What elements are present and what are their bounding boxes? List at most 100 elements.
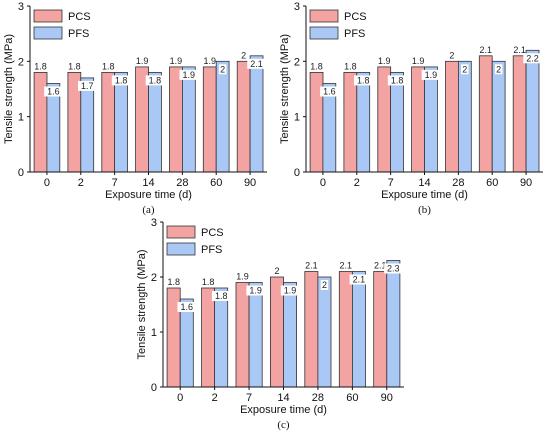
data-label-pcs-0: 1.8 <box>167 277 180 287</box>
bar-pcs-2 <box>201 287 216 388</box>
data-label-pcs-2: 1.8 <box>68 61 81 71</box>
data-label-pfs-28: 2 <box>462 64 467 74</box>
data-label-pcs-90: 2.1 <box>513 45 526 55</box>
legend-label-pcs: PCS <box>68 11 91 23</box>
legend-swatch-pcs <box>166 225 196 239</box>
y-tick-label: 0 <box>151 382 157 394</box>
data-label-bg <box>177 302 196 312</box>
y-tick-label: 2 <box>151 272 157 284</box>
data-label-pfs-0: 1.6 <box>323 87 336 97</box>
data-label-bg <box>494 64 503 75</box>
data-label-bg <box>320 86 339 97</box>
y-tick-label: 3 <box>294 1 300 13</box>
bar-pfs-60 <box>215 60 230 173</box>
x-tick-label: 7 <box>246 392 252 404</box>
chart-panel-2: 1.8 1.81.9 1.922.1 2.11.61.8 1.81.92 22.20123… <box>279 1 543 216</box>
bar-pfs-2 <box>80 77 95 173</box>
data-label-bg <box>247 58 266 69</box>
data-label-pfs-0: 1.6 <box>47 87 60 97</box>
bar-pcs-90 <box>512 55 527 173</box>
bar-pfs-7 <box>248 282 263 388</box>
data-label-bg <box>384 263 403 274</box>
panel-caption: (c) <box>277 419 290 431</box>
bar-pfs-14 <box>283 282 298 388</box>
bar-pfs-2 <box>214 287 229 388</box>
bar-pcs-28 <box>169 66 183 173</box>
data-label-pcs-60: 2.1 <box>480 45 493 55</box>
y-tick-label: 1 <box>151 327 157 339</box>
bar-pcs-60 <box>338 271 353 388</box>
data-label-pfs-60: 2.1 <box>353 275 366 285</box>
data-label-bg <box>523 53 542 64</box>
bar-pcs-90 <box>236 60 251 173</box>
x-tick-label: 28 <box>452 177 464 189</box>
data-label-pcs-60: 1.9 <box>204 56 217 66</box>
bar-pcs-14 <box>411 66 425 173</box>
data-label-pfs-28: 2 <box>322 280 327 290</box>
bar-pfs-90 <box>386 260 401 388</box>
data-label-bg <box>218 64 227 75</box>
y-tick-label: 0 <box>18 167 24 179</box>
chart-panel-1: 1.8 1.8 1.81.9 1.9 1.921.61.71.8 1.81.922.101… <box>3 1 267 216</box>
y-tick-label: 3 <box>151 217 157 229</box>
bar-pfs-0 <box>322 83 337 173</box>
legend-label-pfs: PFS <box>68 28 89 40</box>
x-tick-label: 14 <box>418 177 430 189</box>
x-tick-label: 14 <box>277 392 289 404</box>
data-label-pfs-7: 1.9 <box>249 286 262 296</box>
bar-pfs-60 <box>491 60 506 173</box>
bar-pcs-60 <box>202 66 217 173</box>
bar-pcs-90 <box>373 271 388 388</box>
x-tick-label: 2 <box>354 177 360 189</box>
data-label-bg <box>387 75 407 86</box>
data-label-pfs-2: 1.8 <box>215 291 228 301</box>
data-label-bg <box>211 291 231 301</box>
data-label-bg <box>421 69 441 80</box>
data-label-pfs-60: 2 <box>496 64 501 74</box>
data-label-bg <box>78 80 97 91</box>
data-label-pcs-7: 1.9 <box>236 272 249 282</box>
data-label-bg <box>461 64 469 75</box>
bar-pfs-28 <box>317 276 332 388</box>
data-label-pcs-2: 1.8 <box>202 277 215 287</box>
legend-label-pcs: PCS <box>344 11 367 23</box>
data-label-pcs-14: 1.9 <box>412 56 425 66</box>
chart-panel-3: 1.8 1.81.922.1 2.1 2.11.61.81.9 1.922.12.301… <box>136 217 404 431</box>
legend-swatch-pfs <box>33 26 63 40</box>
x-axis-title: Exposure time (d) <box>105 189 192 201</box>
bar-pfs-0 <box>46 83 61 173</box>
bar-pfs-28 <box>457 60 472 173</box>
y-axis-title: Tensile strength (MPa) <box>279 34 291 144</box>
data-label-bg <box>280 285 300 296</box>
bar-pcs-7 <box>235 282 250 388</box>
data-label-bg <box>179 69 198 80</box>
x-tick-label: 0 <box>44 177 50 189</box>
y-tick-label: 0 <box>294 167 300 179</box>
data-label-pfs-28: 1.9 <box>183 70 196 80</box>
x-tick-label: 14 <box>142 177 154 189</box>
y-axis-title: Tensile strength (MPa) <box>136 249 148 359</box>
bar-pfs-2 <box>356 72 371 173</box>
legend-swatch-pcs <box>309 9 339 23</box>
bar-pfs-90 <box>249 55 264 173</box>
bar-pfs-28 <box>181 66 196 173</box>
data-label-bg <box>145 75 165 86</box>
data-label-pfs-14: 1.8 <box>149 75 162 85</box>
data-label-pcs-2: 1.8 <box>344 61 357 71</box>
x-tick-label: 7 <box>112 177 118 189</box>
data-label-bg <box>111 75 131 86</box>
x-tick-label: 60 <box>210 177 222 189</box>
x-tick-label: 90 <box>381 392 393 404</box>
bar-pfs-90 <box>525 49 540 173</box>
bar-pfs-60 <box>351 271 366 388</box>
x-axis-title: Exposure time (d) <box>381 189 468 201</box>
data-label-pfs-14: 1.9 <box>284 286 297 296</box>
y-tick-label: 2 <box>294 56 300 68</box>
y-axis-title: Tensile strength (MPa) <box>3 34 15 144</box>
x-tick-label: 28 <box>176 177 188 189</box>
y-tick-label: 2 <box>18 56 24 68</box>
data-label-pfs-90: 2.3 <box>387 264 400 274</box>
legend-label-pfs: PFS <box>344 28 365 40</box>
legend-label-pfs: PFS <box>201 244 222 256</box>
